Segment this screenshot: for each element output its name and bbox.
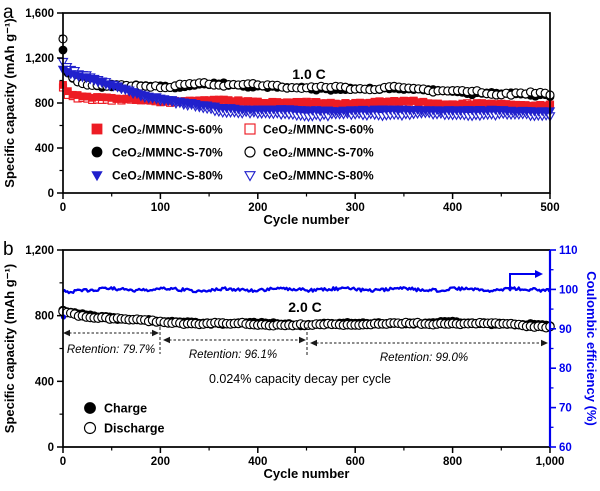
x-tick-label: 300: [346, 202, 365, 214]
panel-b-letter: b: [3, 239, 14, 260]
x-tick-label: 0: [60, 202, 66, 214]
legend-label: Discharge: [104, 422, 164, 436]
y2-tick-label: 60: [559, 442, 572, 454]
y2-tick-label: 110: [559, 245, 578, 257]
y2-axis-label: Coulombic efficiency (%): [584, 271, 599, 426]
legend: CeO₂/MMNC-S-60% CeO₂/MMNC-S-70% CeO₂/MMNC-…: [91, 123, 374, 183]
panel-b: 0 200 400 600 800 1,000 0 400 800 1,200 60 70 80 90 10…: [2, 245, 599, 481]
y-tick-label: 400: [35, 376, 54, 388]
y-tick-label: 400: [35, 143, 54, 155]
y-axis-label: Specific capacity (mAh g⁻¹): [2, 264, 17, 433]
y2-tick-label: 90: [559, 324, 572, 336]
x-tick-label: 200: [151, 456, 170, 468]
x-tick-label: 0: [60, 456, 66, 468]
axes-ticks: 0 100 200 300 400 500 0 400 800 1,200 1,600: [25, 8, 559, 214]
y-tick-label: 800: [35, 311, 54, 323]
decay-label: 0.024% capacity decay per cycle: [209, 372, 391, 386]
y-tick-label: 800: [35, 98, 54, 110]
y2-tick-label: 80: [559, 363, 572, 375]
x-tick-label: 500: [540, 202, 559, 214]
y-tick-label: 0: [48, 188, 54, 200]
legend: Charge Discharge: [83, 402, 164, 436]
legend-label: CeO₂/MMNC-S-60%: [112, 123, 223, 137]
y-tick-label: 1,200: [25, 245, 54, 257]
series-discharge: [58, 306, 555, 333]
legend-label: CeO₂/MMNC-S-80%: [112, 169, 223, 183]
legend-label: CeO₂/MMNC-S-60%: [263, 123, 374, 137]
retention-2-label: Retention: 96.1%: [189, 349, 277, 361]
axes-ticks: 0 200 400 600 800 1,000 0 400 800 1,200 60 70 80 90 10…: [25, 245, 578, 468]
y-axis-label: Specific capacity (mAh g⁻¹): [2, 18, 17, 187]
x-tick-label: 600: [346, 456, 365, 468]
x-tick-label: 400: [443, 202, 462, 214]
panel-a-letter: a: [3, 2, 14, 23]
x-axis-label: Cycle number: [264, 466, 350, 481]
rate-label-a: 1.0 C: [292, 66, 325, 82]
retention-1-label: Retention: 79.7%: [67, 344, 155, 356]
efficiency-axis-arrow: [509, 273, 535, 288]
legend-label: CeO₂/MMNC-S-70%: [112, 146, 223, 160]
legend-label: CeO₂/MMNC-S-70%: [263, 146, 374, 160]
y-tick-label: 1,600: [25, 8, 54, 20]
x-tick-label: 400: [248, 456, 267, 468]
y-tick-label: 0: [48, 442, 54, 454]
x-tick-label: 100: [151, 202, 170, 214]
y2-tick-label: 100: [559, 284, 578, 296]
y-tick-label: 1,200: [25, 53, 54, 65]
retention-3-label: Retention: 99.0%: [380, 352, 468, 364]
x-tick-label: 200: [248, 202, 267, 214]
x-tick-label: 800: [443, 456, 462, 468]
panel-a: 0 100 200 300 400 500 0 400 800 1,200 1,600 Cycle n…: [2, 8, 560, 227]
series-ceo2-mmnc-s-80-charge: [57, 65, 556, 117]
x-tick-label: 1,000: [536, 456, 565, 468]
legend-label: CeO₂/MMNC-S-80%: [263, 169, 374, 183]
x-axis-label: Cycle number: [264, 212, 350, 227]
y2-tick-label: 70: [559, 403, 572, 415]
legend-label: Charge: [104, 402, 147, 416]
rate-label-b: 2.0 C: [288, 299, 321, 315]
